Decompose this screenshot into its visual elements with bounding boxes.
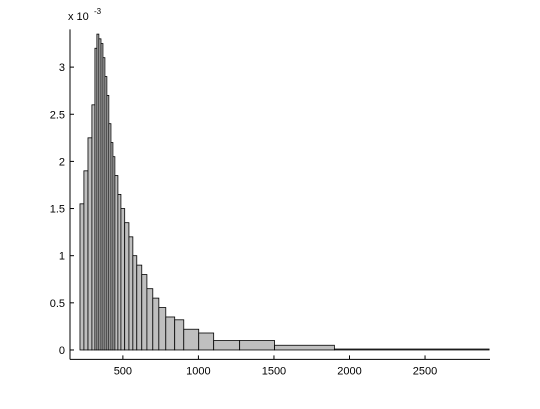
x-tick-label: 2000 — [337, 365, 361, 377]
bar — [174, 319, 185, 351]
x-tick-label: 1500 — [262, 365, 286, 377]
bar — [91, 104, 96, 351]
y-tick-label: 2.5 — [50, 109, 65, 121]
x-tick-label: 1000 — [186, 365, 210, 377]
x-tick-label: 500 — [114, 365, 132, 377]
bar — [239, 340, 275, 351]
bar — [79, 203, 85, 351]
x-tick-label: 2500 — [413, 365, 437, 377]
y-tick-label: 3 — [59, 62, 65, 74]
y-tick-label: 0 — [59, 345, 65, 357]
bar — [213, 340, 241, 351]
bar — [114, 175, 119, 351]
y-tick-label: 1 — [59, 251, 65, 263]
bar — [120, 208, 126, 351]
bar — [146, 288, 154, 351]
y-multiplier-exponent: -3 — [94, 7, 102, 16]
bar — [165, 316, 176, 351]
y-tick-label: 1.5 — [50, 204, 65, 216]
bar — [183, 328, 200, 351]
bar — [152, 297, 160, 351]
bar — [87, 137, 93, 351]
bar — [136, 264, 143, 351]
bar — [132, 255, 138, 351]
bar — [141, 274, 148, 351]
bar — [83, 170, 89, 351]
bar — [333, 348, 490, 351]
bar — [128, 236, 134, 351]
y-multiplier: x 10 — [68, 11, 89, 23]
y-tick-label: 2 — [59, 156, 65, 168]
bar — [198, 332, 215, 351]
bar — [158, 307, 167, 351]
bar — [274, 344, 335, 351]
bar — [124, 222, 130, 351]
bar — [117, 193, 122, 351]
y-tick-label: 0.5 — [50, 298, 65, 310]
